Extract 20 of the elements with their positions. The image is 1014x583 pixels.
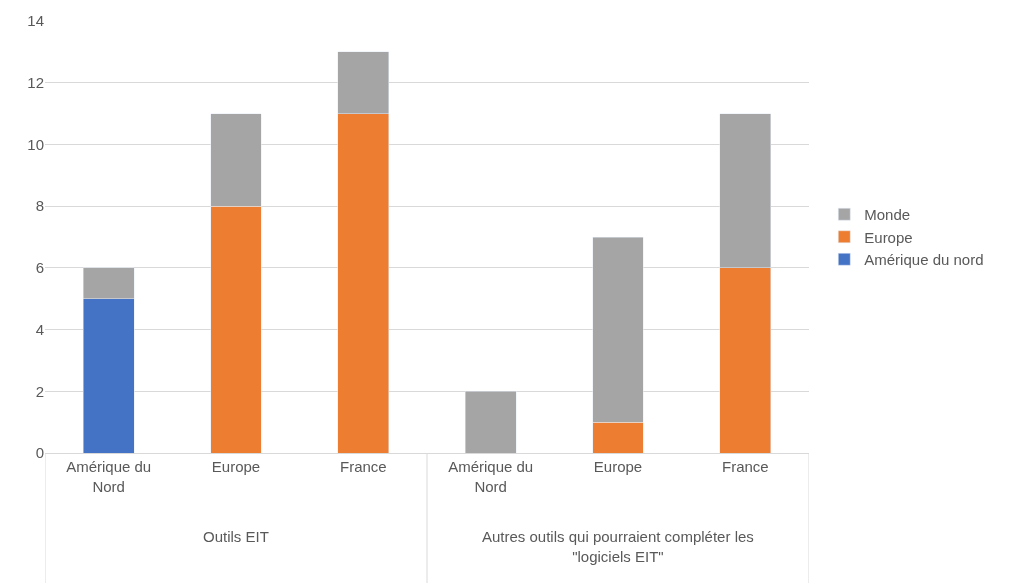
x-tick-label: Europe xyxy=(211,458,261,475)
x-tick-label: Amérique du Nord xyxy=(448,458,534,495)
x-tick-label: Amérique du Nord xyxy=(66,458,152,495)
legend-label: Europe xyxy=(864,228,913,246)
y-tick-label: 2 xyxy=(35,382,44,400)
bar xyxy=(464,391,517,453)
legend-label: Amérique du nord xyxy=(864,251,984,269)
y-tick-label: 8 xyxy=(35,197,44,215)
x-tick-label: Europe xyxy=(593,458,643,475)
text: Outils EIT xyxy=(203,528,269,545)
y-tick-label: 0 xyxy=(35,444,44,462)
y-tick-label: 6 xyxy=(35,259,44,277)
y-tick-label: 14 xyxy=(27,12,44,30)
y-tick-label: 4 xyxy=(35,320,44,338)
x-tick-label: France xyxy=(339,458,387,475)
text: Autres outils qui pourraient compléter les "logiciels EIT" xyxy=(482,528,754,565)
y-tick-label: 12 xyxy=(27,73,44,91)
y-tick-label: 10 xyxy=(27,135,44,153)
x-tick-label: France xyxy=(721,458,769,475)
legend-label: Monde xyxy=(864,206,911,224)
